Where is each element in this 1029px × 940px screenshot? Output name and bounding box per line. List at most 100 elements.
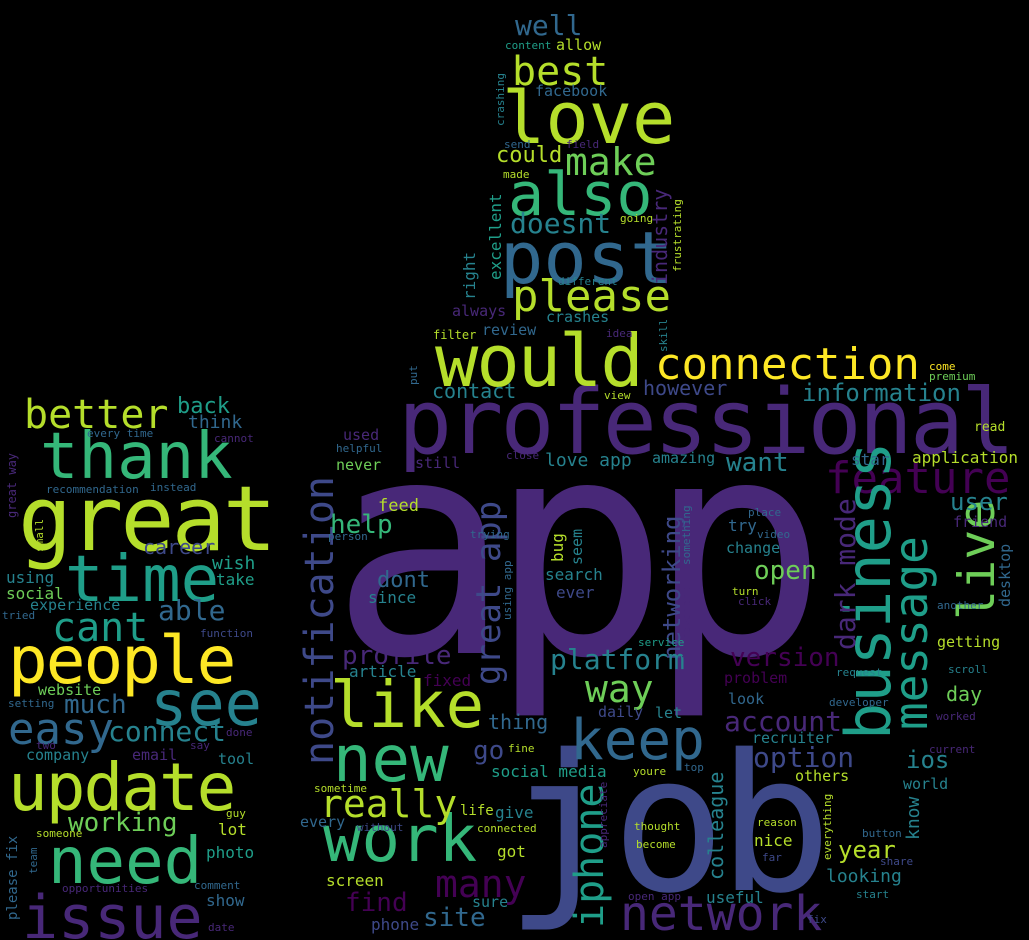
word-like: like <box>330 669 485 743</box>
word-user: user <box>950 488 1008 516</box>
word-seem: seem <box>568 528 586 565</box>
word-want: want <box>726 448 789 478</box>
word-say: say <box>190 739 210 752</box>
word-review: review <box>482 321 537 339</box>
word-issue: issue <box>22 883 203 940</box>
word-experience: experience <box>30 596 121 614</box>
word-would: would <box>435 319 644 403</box>
word-another: another <box>937 599 984 612</box>
word-show: show <box>206 891 245 910</box>
word-thing: thing <box>488 710 549 734</box>
word-account: account <box>724 705 843 738</box>
word-used: used <box>343 426 380 444</box>
word-many: many <box>435 862 527 906</box>
word-start: start <box>856 888 890 901</box>
word-doesnt: doesnt <box>510 207 612 240</box>
word-everything: everything <box>821 793 834 860</box>
word-open-app: open app <box>628 890 681 903</box>
word-excellent: excellent <box>486 193 505 280</box>
word-recruiter: recruiter <box>752 729 834 747</box>
word-share: share <box>880 855 914 868</box>
word-tool: tool <box>218 750 255 768</box>
word-sometime: sometime <box>314 782 367 795</box>
word-really: really <box>320 782 458 826</box>
word-opportunities: opportunities <box>62 882 149 895</box>
word-people: people <box>8 622 236 699</box>
word-close: close <box>506 449 540 462</box>
word-profile: profile <box>342 641 452 671</box>
word-crashing: crashing <box>494 73 507 126</box>
word-view: view <box>604 389 631 402</box>
word-information: information <box>802 379 961 407</box>
word-premium: premium <box>929 370 976 383</box>
word-skill: skill <box>657 318 670 352</box>
word-find: find <box>345 888 408 918</box>
word-back: back <box>177 394 230 419</box>
word-turn: turn <box>732 585 759 598</box>
word-something: something <box>680 505 693 565</box>
word-also: also <box>508 160 653 230</box>
word-current: current <box>929 743 976 756</box>
word-cannot: cannot <box>214 432 254 445</box>
word-facebook: facebook <box>535 82 608 100</box>
word-change: change <box>726 539 781 557</box>
word-dont: dont <box>377 568 430 593</box>
word-world: world <box>903 775 949 793</box>
word-connect: connect <box>108 715 227 748</box>
word-feed: feed <box>378 496 419 516</box>
word-network: network <box>620 886 823 940</box>
word-date: date <box>208 921 235 934</box>
word-give: give <box>495 803 534 822</box>
word-time: time <box>65 543 220 617</box>
word-site: site <box>423 903 486 933</box>
word-looking: looking <box>826 866 902 887</box>
word-however: however <box>643 376 728 400</box>
word-love: love <box>502 76 676 160</box>
word-article: article <box>349 662 417 681</box>
word-request: request <box>836 666 883 679</box>
word-please-fix: please fix <box>5 835 21 920</box>
word-helpful: helpful <box>336 442 383 455</box>
word-connected: connected <box>477 822 537 835</box>
word-recommendation: recommendation <box>46 483 139 496</box>
word-read: read <box>974 420 1006 435</box>
word-friend: friend <box>953 513 1008 531</box>
word-bug: bug <box>548 533 567 562</box>
word-every: every <box>300 813 346 831</box>
word-fixed: fixed <box>423 671 472 690</box>
word-post: post <box>500 216 674 300</box>
word-top: top <box>684 761 704 774</box>
word-scroll: scroll <box>948 663 988 676</box>
word-far: far <box>762 851 782 864</box>
word-filter: filter <box>433 328 477 342</box>
word-right: right <box>460 251 479 300</box>
word-look: look <box>728 690 765 708</box>
word-small: small <box>33 518 46 552</box>
word-youre: youre <box>633 765 667 778</box>
word-going: going <box>620 212 654 225</box>
word-allow: allow <box>556 36 602 54</box>
word-better: better <box>24 392 169 438</box>
word-fix: fix <box>807 913 827 926</box>
word-click: click <box>738 595 772 608</box>
word-developer: developer <box>829 696 889 709</box>
word-since: since <box>368 588 417 607</box>
word-company: company <box>26 746 90 764</box>
word-need: need <box>48 825 203 899</box>
word-thought: thought <box>634 820 681 833</box>
word-lot: lot <box>218 820 247 839</box>
word-social: social <box>6 584 64 603</box>
word-option: option <box>753 741 855 774</box>
word-reason: reason <box>757 816 797 829</box>
word-let: let <box>655 704 683 722</box>
word-never: never <box>336 456 382 474</box>
word-take: take <box>216 570 255 589</box>
word-message: message <box>884 536 938 730</box>
word-trying: trying <box>470 528 510 541</box>
word-frustrating: frustrating <box>671 199 684 272</box>
word-well: well <box>515 9 583 42</box>
word-service: service <box>638 636 685 649</box>
word-keep: keep <box>570 708 705 773</box>
word-able: able <box>158 594 226 627</box>
